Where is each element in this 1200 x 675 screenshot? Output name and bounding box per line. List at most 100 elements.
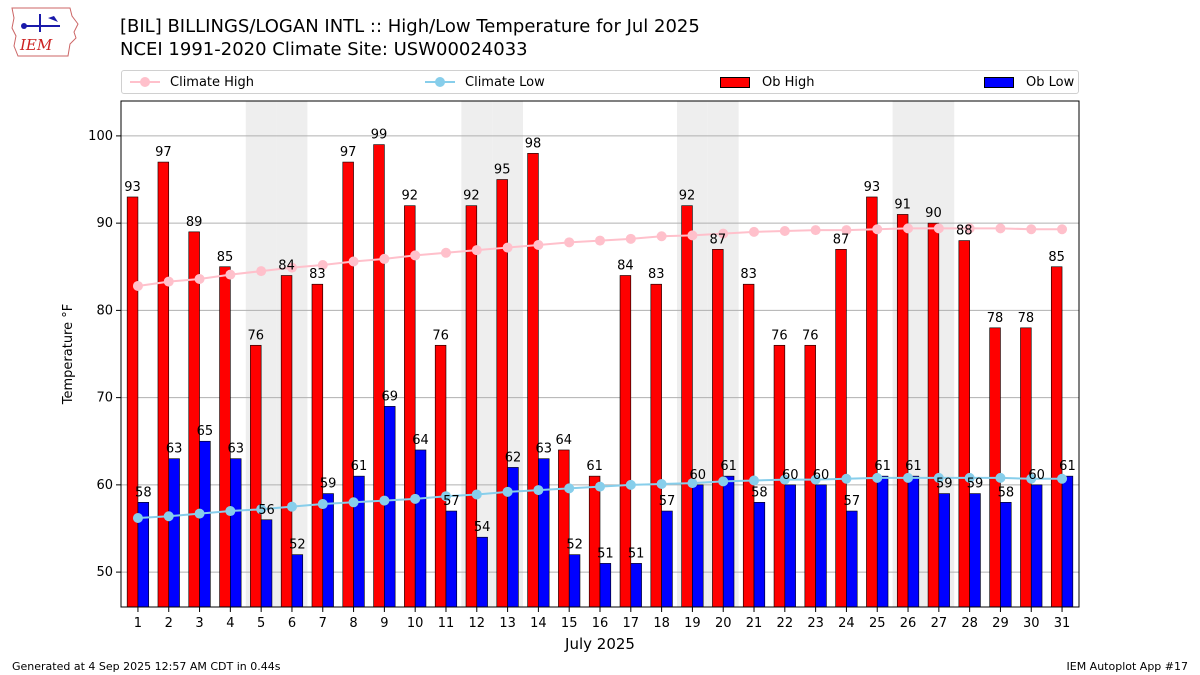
bar-ob-high-day-27: [927, 222, 940, 608]
point-climate-high-day-3: [194, 273, 205, 284]
bar-ob-low-day-7: [322, 493, 334, 608]
bar-ob-high-day-29: [989, 327, 1001, 608]
label-ob-low-day-25: 61: [874, 459, 891, 474]
bar-ob-high-day-6: [280, 275, 293, 608]
bar-ob-low-day-11: [445, 510, 458, 608]
ob-low-swatch: [984, 76, 1014, 88]
y-tick-label: 60: [96, 478, 113, 493]
legend-item-ob-low: Ob Low: [984, 71, 1074, 93]
label-ob-high-day-13: 95: [494, 163, 511, 178]
label-ob-low-day-17: 51: [628, 546, 645, 561]
bars: [126, 144, 1074, 608]
label-ob-low-day-4: 63: [227, 442, 244, 457]
bar-ob-low-day-5: [260, 519, 273, 608]
bar-ob-high-day-18: [650, 283, 662, 608]
label-ob-low-day-23: 60: [813, 468, 830, 483]
label-ob-low-day-9: 69: [381, 389, 398, 404]
label-ob-high-day-4: 85: [217, 250, 234, 265]
label-ob-high-day-27: 90: [925, 206, 942, 221]
point-climate-high-day-19: [687, 230, 698, 241]
y-axis: 50 60 70 80 90 100: [88, 129, 121, 580]
label-ob-low-day-14: 63: [536, 442, 553, 457]
legend-label-climate-high: Climate High: [170, 74, 255, 90]
y-tick-label: 80: [96, 303, 113, 318]
bar-ob-high-day-20: [712, 249, 724, 608]
legend-item-ob-high: Ob High: [720, 71, 815, 93]
bar-ob-high-day-16: [588, 475, 601, 608]
label-ob-low-day-20: 61: [720, 459, 737, 474]
y-tick-label: 100: [88, 129, 113, 144]
point-climate-high-day-26: [903, 223, 914, 234]
point-climate-low-day-20: [718, 476, 729, 487]
point-climate-low-day-10: [410, 493, 421, 504]
bar-ob-low-day-10: [414, 449, 427, 608]
point-climate-low-day-27: [933, 472, 944, 483]
x-tick-label: 27: [931, 616, 948, 631]
point-climate-high-day-13: [502, 242, 513, 253]
bar-ob-high-day-14: [527, 153, 539, 608]
point-climate-high-day-31: [1057, 224, 1068, 235]
x-tick-label: 23: [807, 616, 824, 631]
point-climate-high-day-9: [379, 253, 390, 264]
bar-ob-high-day-26: [896, 214, 909, 608]
x-tick-label: 10: [407, 616, 424, 631]
label-ob-high-day-11: 76: [432, 328, 449, 343]
point-climate-low-day-2: [163, 511, 174, 522]
bar-ob-high-day-2: [157, 161, 170, 608]
bar-ob-high-day-21: [742, 283, 755, 608]
label-ob-high-day-10: 92: [402, 189, 419, 204]
bar-ob-low-day-12: [476, 536, 488, 608]
label-ob-high-day-8: 97: [340, 145, 357, 160]
label-ob-high-day-20: 87: [710, 232, 727, 247]
point-climate-high-day-14: [533, 239, 544, 250]
bar-ob-low-day-31: [1061, 475, 1074, 608]
point-climate-low-day-11: [440, 491, 451, 502]
x-tick-label: 8: [349, 616, 357, 631]
point-climate-high-day-6: [286, 262, 297, 273]
x-tick-label: 17: [623, 616, 640, 631]
point-climate-low-day-23: [810, 474, 821, 485]
x-tick-label: 29: [992, 616, 1009, 631]
temperature-chart: 9397898576848397999276929598646184839287…: [61, 100, 1080, 653]
bar-ob-high-day-8: [342, 161, 354, 608]
label-ob-high-day-19: 92: [679, 189, 696, 204]
label-ob-low-day-8: 61: [351, 459, 368, 474]
y-tick-label: 90: [96, 216, 113, 231]
label-ob-high-day-24: 87: [833, 232, 850, 247]
label-ob-high-day-29: 78: [987, 311, 1004, 326]
legend-label-ob-low: Ob Low: [1026, 74, 1075, 90]
generated-timestamp: Generated at 4 Sep 2025 12:57 AM CDT in …: [12, 660, 281, 673]
bar-ob-low-day-24: [846, 510, 858, 608]
point-climate-high-day-2: [163, 276, 174, 287]
point-climate-low-day-12: [471, 489, 482, 500]
point-climate-high-day-4: [225, 269, 236, 280]
legend-item-climate-low: Climate Low: [425, 71, 545, 93]
label-ob-low-day-13: 62: [505, 450, 522, 465]
label-ob-high-day-7: 83: [309, 267, 326, 282]
label-ob-low-day-16: 51: [597, 546, 614, 561]
bar-ob-low-day-6: [291, 554, 304, 608]
x-tick-label: 21: [746, 616, 763, 631]
x-tick-label: 4: [226, 616, 234, 631]
legend: Climate High Climate Low Ob High Ob Low: [121, 70, 1079, 94]
x-tick-label: 18: [653, 616, 670, 631]
bar-ob-low-day-20: [722, 475, 735, 608]
point-climate-low-day-24: [841, 473, 852, 484]
bar-ob-low-day-4: [230, 458, 242, 608]
bar-ob-high-day-7: [311, 283, 324, 608]
label-ob-low-day-10: 64: [412, 433, 429, 448]
point-climate-low-day-7: [317, 499, 328, 510]
point-climate-low-day-22: [779, 474, 790, 485]
x-tick-label: 12: [469, 616, 486, 631]
bar-value-labels: 93 97 89 85 76 84 83 97 99 92 76 92 95 98 64 61 84 83 92 87…: [124, 128, 1075, 562]
chart-title: [BIL] BILLINGS/LOGAN INTL :: High/Low Te…: [120, 16, 700, 37]
x-tick-label: 31: [1054, 616, 1071, 631]
x-tick-label: 7: [319, 616, 327, 631]
label-ob-high-day-9: 99: [371, 128, 388, 143]
point-climate-low-day-9: [379, 495, 390, 506]
bar-ob-high-day-31: [1050, 266, 1063, 608]
bar-ob-low-day-21: [753, 502, 766, 608]
bar-ob-low-day-19: [692, 484, 704, 608]
point-climate-high-day-5: [256, 266, 267, 277]
bar-ob-low-day-18: [661, 510, 673, 608]
